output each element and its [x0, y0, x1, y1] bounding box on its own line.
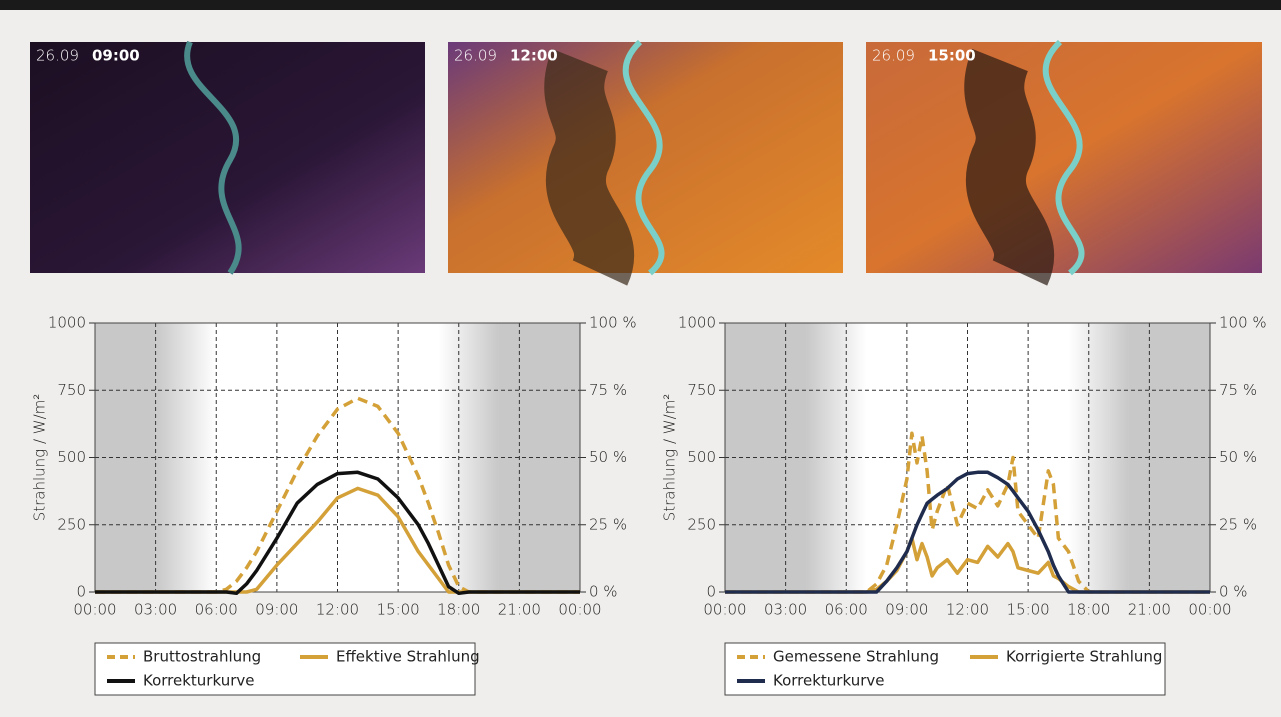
x-tick-label: 18:00 [1067, 601, 1110, 619]
image-time: 15:00 [928, 47, 976, 65]
x-tick-label: 21:00 [498, 601, 541, 619]
legend-label: Korrekturkurve [143, 672, 254, 690]
x-tick-label: 09:00 [255, 601, 298, 619]
valley [574, 60, 604, 273]
y2-tick-label: 100 % [1219, 314, 1267, 332]
y2-tick-label: 75 % [589, 381, 627, 399]
y-axis-label: Strahlung / W/m² [661, 394, 679, 522]
y-tick-label: 250 [687, 515, 716, 533]
y-tick-label: 0 [706, 583, 716, 601]
x-tick-label: 03:00 [764, 601, 807, 619]
y-tick-label: 1000 [678, 314, 716, 332]
x-tick-label: 21:00 [1128, 601, 1171, 619]
y2-tick-label: 25 % [1219, 515, 1257, 533]
image-panel: 26.09 15:00 [866, 42, 1262, 273]
x-tick-label: 00:00 [703, 601, 746, 619]
x-tick-label: 15:00 [377, 601, 420, 619]
image-date: 26.09 [454, 47, 497, 65]
y2-tick-label: 75 % [1219, 381, 1257, 399]
image-time: 12:00 [510, 47, 558, 65]
terrain-image [866, 42, 1262, 273]
y-axis-label: Strahlung / W/m² [31, 394, 49, 522]
x-tick-label: 09:00 [885, 601, 928, 619]
y2-tick-label: 0 % [1219, 583, 1248, 601]
image-date: 26.09 [872, 47, 915, 65]
y2-tick-label: 0 % [589, 583, 618, 601]
y-tick-label: 0 [76, 583, 86, 601]
legend: Bruttostrahlung Effektive Strahlung Korrek… [95, 643, 480, 695]
y2-tick-label: 100 % [589, 314, 637, 332]
legend-label: Effektive Strahlung [336, 648, 480, 666]
image-panel: 26.09 09:00 [30, 42, 425, 273]
y-tick-label: 750 [687, 381, 716, 399]
legend-label: Bruttostrahlung [143, 648, 261, 666]
legend-label: Gemessene Strahlung [773, 648, 939, 666]
y-tick-label: 500 [687, 448, 716, 466]
x-tick-label: 15:00 [1007, 601, 1050, 619]
terrain-image [448, 42, 843, 273]
x-tick-label: 12:00 [316, 601, 359, 619]
y-tick-label: 250 [57, 515, 86, 533]
y-tick-label: 1000 [48, 314, 86, 332]
x-tick-label: 06:00 [195, 601, 238, 619]
image-panel: 26.09 12:00 [448, 42, 843, 273]
x-tick-label: 00:00 [558, 601, 601, 619]
x-tick-label: 00:00 [73, 601, 116, 619]
x-tick-label: 18:00 [437, 601, 480, 619]
x-tick-label: 06:00 [825, 601, 868, 619]
legend-label: Korrigierte Strahlung [1006, 648, 1162, 666]
image-time: 09:00 [92, 47, 140, 65]
y-tick-label: 750 [57, 381, 86, 399]
y-tick-label: 500 [57, 448, 86, 466]
legend-label: Korrekturkurve [773, 672, 884, 690]
x-tick-label: 03:00 [134, 601, 177, 619]
x-tick-label: 12:00 [946, 601, 989, 619]
y2-tick-label: 50 % [589, 448, 627, 466]
valley [994, 60, 1024, 273]
shade [725, 323, 806, 592]
page: 26.09 09:00 26.09 12:00 26.09 15:00 00:0… [0, 0, 1281, 717]
image-date: 26.09 [36, 47, 79, 65]
y2-tick-label: 25 % [589, 515, 627, 533]
top-bar [0, 0, 1281, 10]
terrain-image [30, 42, 425, 273]
y2-tick-label: 50 % [1219, 448, 1257, 466]
legend: Gemessene Strahlung Korrigierte Strahlung… [725, 643, 1165, 695]
x-tick-label: 00:00 [1188, 601, 1231, 619]
shade-fade [806, 323, 866, 592]
